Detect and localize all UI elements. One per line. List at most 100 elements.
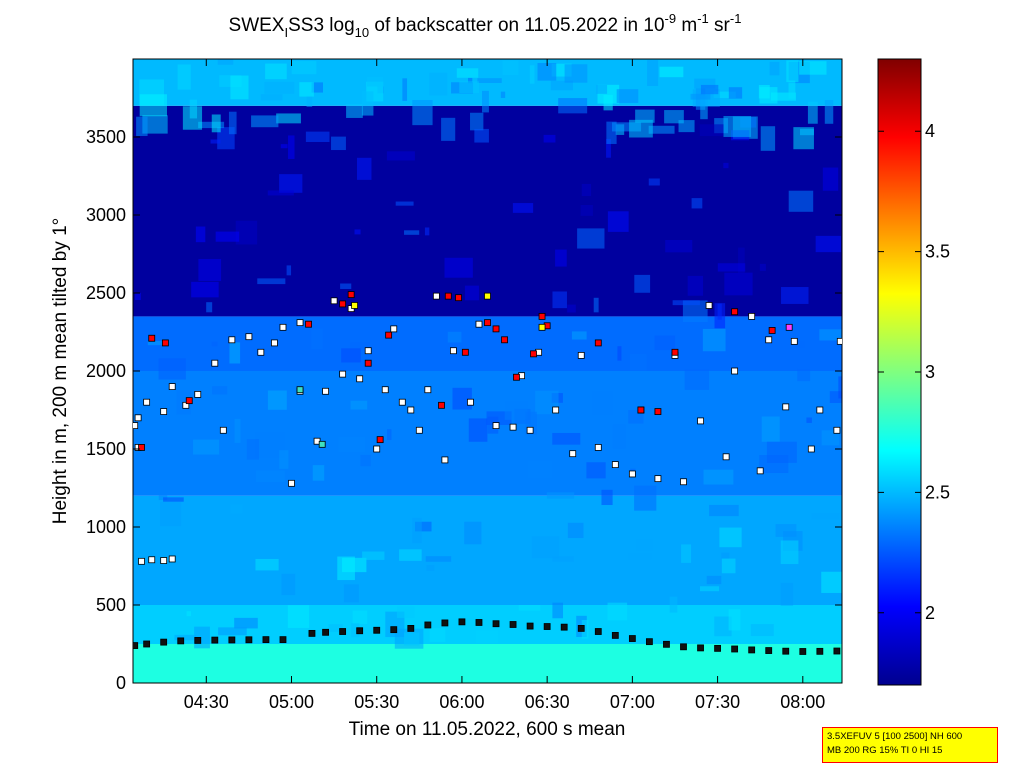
texture-patch: [350, 342, 370, 351]
marker-point: [351, 302, 358, 309]
x-tick-label: 05:30: [354, 692, 399, 712]
texture-patch: [230, 504, 243, 514]
texture-patch: [429, 72, 448, 96]
texture-patch: [815, 235, 842, 253]
texture-patch: [669, 596, 678, 613]
texture-patch: [456, 68, 479, 78]
texture-patch: [723, 162, 729, 169]
texture-patch: [806, 417, 812, 423]
texture-patch: [234, 617, 258, 629]
texture-patch: [251, 115, 279, 128]
texture-patch: [721, 552, 730, 559]
x-tick-label: 08:00: [780, 692, 825, 712]
y-tick-label: 2500: [86, 283, 126, 303]
marker-point: [513, 373, 520, 381]
marker-point: [697, 644, 704, 652]
texture-patch: [664, 110, 684, 124]
marker-point: [185, 397, 193, 405]
texture-patch: [177, 64, 191, 90]
marker-point: [356, 627, 364, 635]
texture-patch: [841, 73, 842, 86]
marker-point: [219, 426, 227, 434]
colorbar-tick-label: 2: [925, 603, 935, 623]
marker-point: [577, 351, 585, 359]
texture-patch: [580, 204, 593, 216]
texture-patch: [215, 231, 240, 242]
texture-patch: [518, 605, 541, 611]
marker-point: [594, 628, 602, 635]
texture-patch: [724, 272, 753, 296]
texture-patch: [139, 94, 167, 117]
texture-patch: [788, 190, 814, 212]
marker-point: [415, 426, 423, 434]
texture-patch: [759, 263, 766, 271]
marker-point: [628, 635, 636, 642]
x-tick-label: 06:30: [525, 692, 570, 712]
texture-patch: [257, 278, 286, 285]
marker-point: [134, 414, 142, 422]
texture-patch: [564, 64, 588, 83]
marker-point: [509, 621, 517, 628]
texture-patch: [135, 292, 141, 301]
texture-patch: [714, 303, 726, 329]
marker-point: [330, 297, 338, 305]
title-unit-exp2: -1: [697, 11, 709, 26]
texture-patch: [136, 116, 148, 137]
y-tick-label: 0: [116, 673, 126, 693]
texture-patch: [331, 136, 346, 151]
x-tick-label: 06:00: [439, 692, 484, 712]
texture-patch: [577, 228, 605, 249]
marker-point: [407, 406, 415, 414]
marker-point: [305, 320, 312, 328]
texture-patch: [228, 111, 237, 135]
marker-point: [833, 647, 841, 655]
texture-patch: [350, 400, 368, 410]
y-tick-label: 500: [96, 595, 126, 615]
texture-patch: [163, 497, 184, 502]
marker-point: [611, 632, 619, 639]
texture-patch: [425, 556, 452, 562]
texture-patch: [607, 211, 629, 232]
marker-point: [296, 319, 304, 327]
marker-point: [450, 347, 457, 355]
texture-patch: [781, 287, 809, 304]
detection-markers: [133, 291, 842, 655]
texture-patch: [728, 609, 741, 631]
texture-patch: [328, 624, 343, 632]
texture-patch: [703, 469, 734, 485]
texture-patch: [340, 283, 352, 289]
marker-point: [138, 557, 145, 565]
marker-point: [194, 637, 202, 644]
title-unit-exp3: -1: [730, 11, 742, 26]
texture-patch: [361, 91, 374, 116]
y-tick-label: 3000: [86, 205, 126, 225]
texture-patch: [502, 60, 519, 76]
marker-point: [637, 406, 645, 414]
title-unit-m: m: [676, 15, 697, 36]
marker-point: [458, 618, 466, 626]
marker-point: [501, 336, 508, 344]
texture-patch: [591, 390, 613, 415]
texture-patch: [788, 80, 796, 99]
texture-patch: [819, 329, 842, 341]
texture-patch: [811, 513, 840, 520]
marker-series-3: [296, 386, 326, 448]
texture-patch: [665, 239, 693, 253]
marker-point: [467, 398, 474, 406]
texture-patch: [838, 376, 842, 399]
marker-point: [475, 320, 483, 328]
marker-point: [257, 348, 265, 356]
marker-point: [816, 406, 824, 414]
marker-point: [390, 626, 398, 634]
title-unit-sr: sr: [709, 15, 731, 36]
colorbar-tick-label: 3.5: [925, 242, 950, 262]
texture-patch: [299, 82, 314, 97]
texture-patch: [723, 116, 752, 137]
texture-patch: [648, 125, 675, 134]
marker-point: [509, 423, 517, 431]
texture-patch: [780, 582, 794, 606]
texture-patch: [635, 109, 655, 123]
marker-point: [138, 444, 145, 451]
marker-point: [339, 628, 347, 635]
